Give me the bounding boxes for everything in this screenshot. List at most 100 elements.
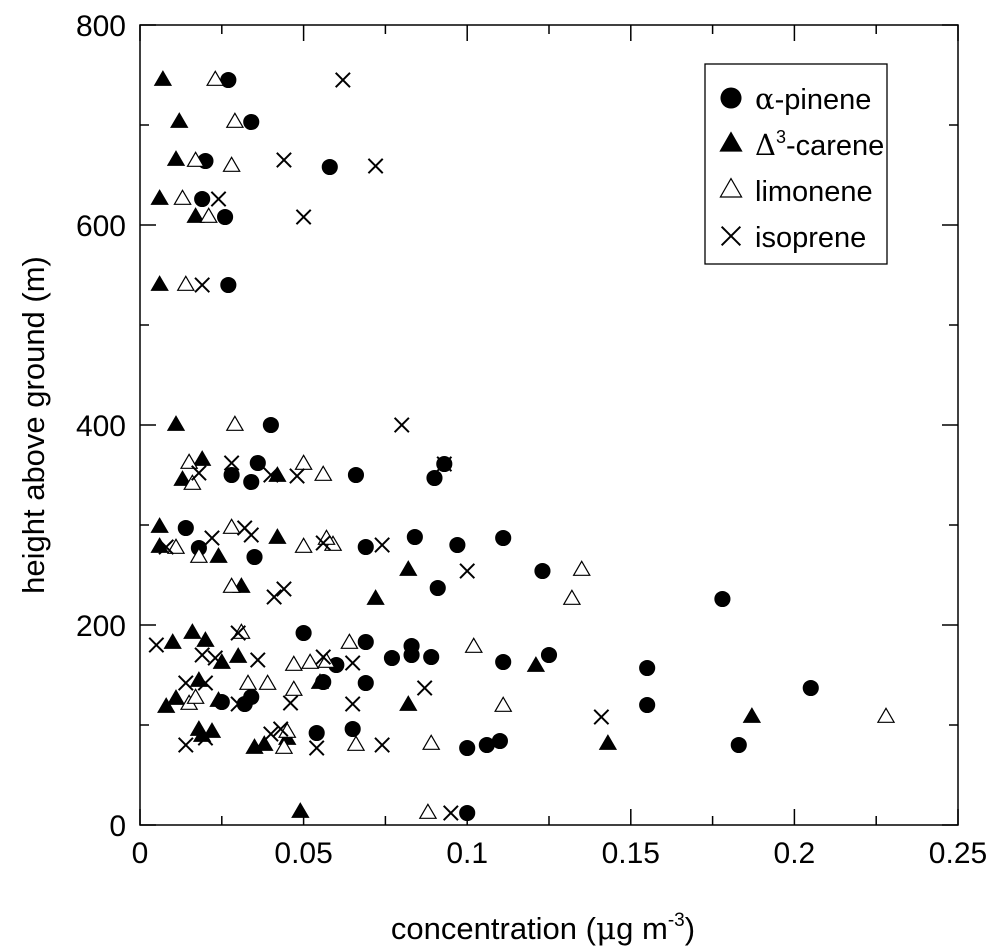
y-tick-labels: 0 200 400 600 800 — [76, 10, 126, 843]
data-point — [268, 528, 287, 544]
data-point — [150, 189, 169, 205]
data-point — [449, 536, 466, 554]
data-point — [478, 736, 495, 754]
data-point — [183, 623, 202, 639]
data-point — [730, 736, 747, 754]
data-point — [194, 647, 211, 663]
data-point — [150, 275, 169, 291]
data-point — [223, 455, 240, 471]
data-point — [526, 656, 546, 672]
data-point — [366, 589, 385, 605]
data-point — [436, 456, 453, 472]
data-point — [344, 655, 361, 671]
x-tick-label: 0.05 — [274, 837, 332, 870]
data-point — [179, 453, 199, 469]
data-point — [598, 734, 618, 750]
data-point — [220, 276, 237, 294]
data-point — [243, 688, 260, 706]
data-point — [495, 653, 512, 671]
data-point — [197, 675, 214, 691]
data-point — [194, 277, 211, 293]
legend-label: limonene — [755, 176, 873, 208]
data-point — [186, 688, 205, 704]
data-point — [223, 466, 240, 484]
data-point — [459, 739, 476, 757]
data-point — [166, 415, 186, 431]
x-tick-label: 0.2 — [774, 837, 816, 870]
data-point — [209, 547, 228, 563]
data-point — [540, 646, 558, 664]
data-point — [258, 674, 277, 690]
data-point — [534, 562, 551, 580]
data-point — [236, 520, 253, 536]
data-point — [393, 417, 410, 433]
data-point — [300, 653, 320, 669]
data-point — [266, 589, 283, 605]
data-point — [173, 189, 192, 205]
data-point — [328, 656, 345, 674]
data-point — [225, 112, 245, 128]
data-point — [272, 721, 289, 737]
data-point — [220, 71, 237, 89]
data-point — [491, 732, 508, 750]
data-point — [321, 158, 338, 176]
y-tick-label: 200 — [76, 610, 126, 643]
data-point — [308, 724, 325, 742]
data-point — [357, 538, 374, 556]
data-point — [367, 158, 384, 174]
data-point — [639, 696, 656, 714]
legend-entries: α-pinene Δ3-carene limonene isoprene — [719, 82, 884, 254]
data-point — [494, 696, 513, 712]
data-point — [429, 579, 446, 597]
data-point — [204, 530, 220, 546]
data-points — [148, 70, 896, 822]
data-point — [157, 697, 176, 713]
data-point — [308, 740, 325, 756]
data-point — [317, 529, 336, 545]
data-point — [383, 649, 401, 667]
data-point — [593, 709, 610, 725]
data-point — [346, 735, 366, 751]
data-point — [802, 679, 819, 697]
data-point — [442, 805, 459, 821]
data-point — [314, 465, 333, 481]
data-point — [426, 469, 443, 487]
data-point — [315, 535, 332, 551]
data-point — [282, 695, 299, 711]
data-point — [255, 735, 274, 751]
data-point — [639, 659, 656, 677]
data-point — [189, 547, 209, 563]
data-point — [310, 673, 330, 689]
data-point — [243, 473, 260, 491]
data-point — [344, 720, 361, 738]
data-point — [192, 450, 212, 466]
data-point — [225, 415, 245, 431]
data-point — [742, 707, 762, 723]
data-point — [170, 112, 189, 128]
data-point — [357, 633, 374, 651]
data-point — [246, 548, 263, 566]
data-point — [173, 470, 192, 486]
data-point — [206, 70, 225, 86]
data-point — [194, 190, 211, 208]
data-point — [340, 633, 359, 649]
data-point — [347, 466, 365, 484]
data-point — [315, 649, 332, 665]
data-point — [186, 151, 205, 167]
data-point — [228, 647, 248, 663]
data-point — [276, 581, 292, 597]
legend-marker — [720, 225, 742, 247]
data-point — [295, 209, 312, 225]
data-point — [191, 465, 207, 481]
data-point — [177, 675, 194, 691]
data-point — [406, 528, 423, 546]
x-axis-title: concentration (μg m-3) — [391, 910, 695, 947]
data-point — [209, 691, 228, 707]
legend-marker — [719, 177, 743, 198]
data-point — [284, 680, 303, 696]
data-point — [464, 637, 483, 653]
legend: α-pinene Δ3-carene limonene isoprene — [704, 63, 888, 265]
x-tick-labels: 0 0.05 0.1 0.15 0.2 0.25 — [132, 837, 988, 870]
data-point — [276, 152, 292, 168]
